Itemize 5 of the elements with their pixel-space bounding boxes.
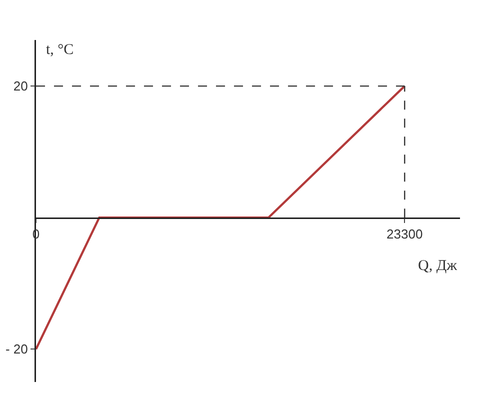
x-tick-label: 23300 [386, 226, 423, 242]
x-axis-title: Q, Дж [418, 258, 458, 274]
y-axis-title: t, °C [46, 42, 74, 58]
y-tick-label: 20 [13, 78, 28, 94]
y-tick-label: - 20 [5, 342, 28, 357]
